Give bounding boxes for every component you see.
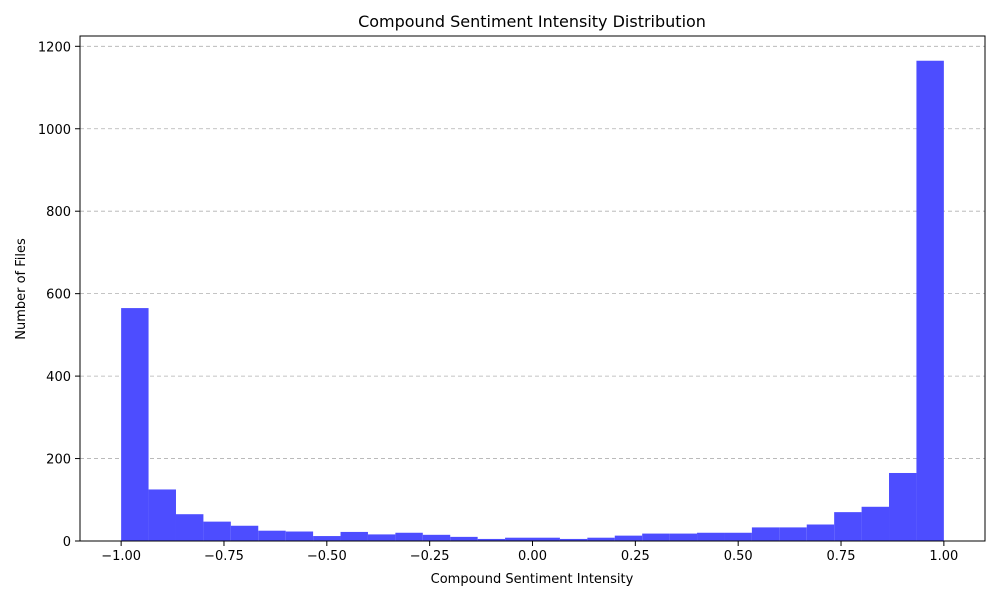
x-tick-label: 0.25 — [621, 549, 650, 564]
histogram-bar — [395, 532, 423, 541]
histogram-bar — [806, 524, 835, 541]
y-tick-label: 1200 — [38, 40, 71, 55]
histogram-bar — [148, 489, 176, 541]
histogram-bar — [614, 535, 643, 541]
histogram-bar — [834, 512, 862, 541]
x-tick-label: 0.00 — [518, 549, 547, 564]
histogram-bar — [422, 534, 451, 541]
y-tick-label: 1000 — [38, 123, 71, 138]
histogram-bar — [285, 531, 314, 541]
histogram-bar — [724, 532, 752, 541]
histogram-bar — [367, 534, 396, 541]
x-tick-label: −0.50 — [307, 549, 347, 564]
histogram-bar — [559, 538, 588, 541]
y-tick-label: 800 — [46, 205, 71, 220]
histogram-bar — [450, 536, 478, 541]
x-tick-label: −0.25 — [410, 549, 450, 564]
plot-frame — [79, 35, 986, 542]
x-tick-label: 0.75 — [827, 549, 856, 564]
histogram-bar — [203, 521, 231, 541]
histogram-bar — [642, 533, 670, 541]
y-axis-label: Number of Files — [14, 238, 29, 340]
histogram-bar — [916, 60, 944, 542]
histogram-bar — [340, 531, 368, 541]
histogram-bar — [532, 537, 560, 541]
histogram-bar — [889, 472, 917, 541]
histogram-bar — [779, 527, 807, 541]
x-tick-label: 0.50 — [724, 549, 753, 564]
y-tick-label: 400 — [46, 370, 71, 385]
x-axis-label: Compound Sentiment Intensity — [431, 572, 634, 587]
grid-lines — [80, 45, 985, 542]
histogram-bar — [477, 538, 506, 541]
axes — [79, 35, 986, 542]
histogram-bar — [697, 532, 725, 541]
histogram-bar — [258, 530, 286, 541]
histogram-bar — [587, 537, 615, 541]
tick-marks: −1.00 −0.75 −0.50 −0.25 0.00 0.25 0.50 0.75 1.00… — [38, 40, 958, 564]
x-tick-label: 1.00 — [929, 549, 958, 564]
histogram-bar — [669, 533, 698, 541]
chart-title: Compound Sentiment Intensity Distributio… — [358, 12, 706, 31]
histogram-bar — [861, 506, 890, 541]
histogram-bar — [313, 536, 341, 541]
histogram-bar — [230, 525, 259, 541]
x-tick-label: −0.75 — [204, 549, 244, 564]
histogram-bar — [505, 537, 533, 541]
histogram-bars — [121, 60, 944, 542]
histogram-bar — [121, 308, 149, 541]
histogram-bar — [751, 527, 780, 541]
histogram-bar — [175, 514, 204, 541]
y-tick-label: 600 — [46, 288, 71, 303]
y-tick-label: 200 — [46, 453, 71, 468]
x-tick-label: −1.00 — [101, 549, 141, 564]
y-tick-label: 0 — [63, 535, 71, 550]
